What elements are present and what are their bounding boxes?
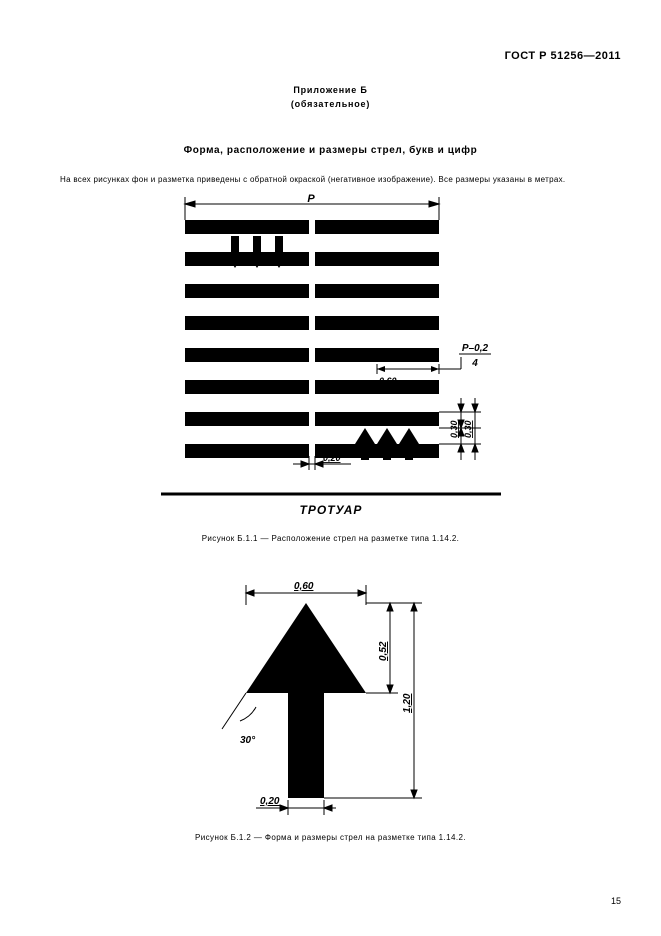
dim2-060: 0,60 (294, 581, 314, 592)
dim2-020: 0,20 (260, 796, 280, 807)
figure-2: 0,60 0,52 1,20 (40, 573, 621, 823)
dim2-angle: 30° (240, 735, 256, 746)
dim-angle (222, 693, 256, 729)
dim-020 (293, 456, 351, 470)
page-number: 15 (611, 896, 621, 906)
appendix-line2: (обязательное) (291, 99, 370, 109)
dim-020-label: 0,20 (323, 453, 341, 463)
dim2-052-label: 0,52 (378, 641, 389, 661)
crosswalk-diagram: P P–0,2 4 (161, 194, 501, 524)
intro-paragraph: На всех рисунках фон и разметка приведен… (40, 174, 621, 186)
page: ГОСТ Р 51256—2011 Приложение Б (обязател… (0, 0, 661, 936)
standard-code: ГОСТ Р 51256—2011 (40, 50, 621, 62)
sidewalk-label: ТРОТУАР (299, 503, 362, 517)
dim-p02-num: P–0,2 (461, 343, 488, 354)
bottom-arrows (355, 428, 419, 460)
dim-030-group (439, 398, 481, 460)
arrow-diagram: 0,60 0,52 1,20 (216, 573, 446, 823)
figure-1: P P–0,2 4 (40, 194, 621, 524)
dim2-120-label: 1,20 (402, 693, 413, 713)
dim-060-label: 0,60 (379, 376, 397, 386)
section-title: Форма, расположение и размеры стрел, бук… (40, 145, 621, 156)
dim-030b-label: 0,30 (463, 420, 473, 438)
dim-030a-label: 0,30 (449, 420, 459, 438)
dim-p02-den: 4 (471, 358, 478, 369)
appendix-heading: Приложение Б (обязательное) (40, 84, 621, 111)
arrow-shape (246, 603, 366, 798)
top-arrows (225, 236, 289, 268)
crosswalk-stripes (185, 220, 439, 458)
figure-2-caption: Рисунок Б.1.2 — Форма и размеры стрел на… (40, 833, 621, 842)
dim-p: P (307, 194, 315, 205)
appendix-line1: Приложение Б (293, 85, 367, 95)
figure-1-caption: Рисунок Б.1.1 — Расположение стрел на ра… (40, 534, 621, 543)
